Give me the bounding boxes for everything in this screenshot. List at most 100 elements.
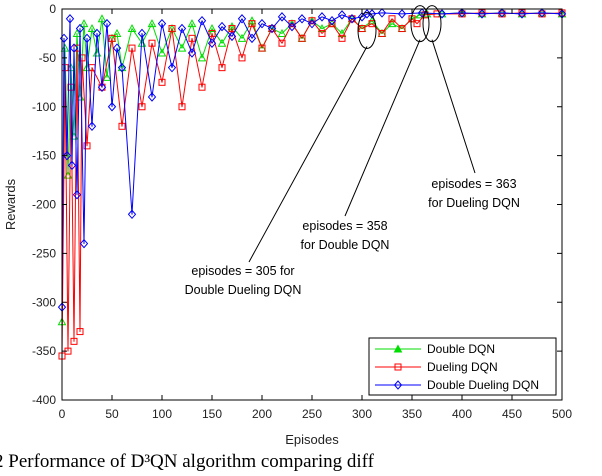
data-point-dueling-dqn: [298, 34, 306, 42]
data-point-double-dueling-dqn: [177, 23, 187, 34]
annotation-text: episodes = 363: [431, 177, 516, 191]
data-point-double-dqn: [60, 43, 70, 52]
series-line-double-dqn: [61, 12, 563, 322]
data-point-dueling-dqn: [188, 34, 196, 42]
data-point-double-dueling-dqn: [367, 9, 377, 19]
y-tick-label: -300: [32, 295, 56, 309]
data-point-double-dqn: [157, 48, 167, 57]
data-point-double-dueling-dqn: [397, 9, 407, 19]
data-point-double-dueling-dqn: [92, 28, 102, 39]
data-point-double-dueling-dqn: [197, 15, 207, 26]
data-point-double-dueling-dqn: [237, 14, 247, 24]
data-point-double-dueling-dqn: [457, 8, 467, 18]
data-point-double-dueling-dqn: [247, 33, 257, 44]
x-tick-label: 450: [502, 407, 522, 421]
annotation-arrow: [248, 46, 368, 263]
figure-caption: 2 Performance of D³QN algorithm comparin…: [0, 451, 374, 472]
data-point-double-dueling-dqn: [227, 31, 237, 42]
annotation-text: episodes = 358: [302, 219, 387, 233]
data-point-double-dueling-dqn: [377, 8, 387, 18]
data-point-double-dueling-dqn: [75, 23, 85, 34]
data-point-double-dueling-dqn: [287, 21, 297, 32]
x-tick-label: 350: [402, 407, 422, 421]
data-point-double-dueling-dqn: [307, 18, 317, 29]
data-point-double-dueling-dqn: [82, 33, 92, 44]
x-tick-label: 400: [452, 407, 472, 421]
data-point-dueling-dqn: [258, 44, 266, 52]
legend-marker-double-dqn: [393, 344, 403, 353]
data-point-dueling-dqn: [118, 122, 126, 130]
legend-label-dueling-dqn: Dueling DQN: [427, 360, 498, 374]
legend-label-double-dqn: Double DQN: [427, 342, 495, 356]
data-point-double-dueling-dqn: [112, 43, 122, 53]
data-point-dueling-dqn: [388, 15, 396, 23]
data-point-dueling-dqn: [218, 64, 226, 72]
y-tick-label: 0: [49, 2, 56, 16]
data-point-double-dqn: [317, 23, 327, 33]
data-point-dueling-dqn: [138, 103, 146, 111]
annotation-text: for Dueling DQN: [428, 196, 520, 210]
data-point-double-dueling-dqn: [267, 23, 277, 34]
y-tick-label: -250: [32, 246, 56, 260]
series-line-double-dueling-dqn: [61, 12, 563, 308]
legend-label-double-dueling-dqn: Double Dueling DQN: [427, 378, 539, 392]
data-point-double-dueling-dqn: [277, 12, 287, 22]
data-point-dueling-dqn: [76, 328, 84, 336]
data-point-double-dqn: [187, 19, 197, 28]
x-tick-label: 250: [302, 407, 322, 421]
data-point-double-dueling-dqn: [97, 82, 107, 92]
data-point-double-dqn: [127, 23, 137, 33]
data-point-dueling-dqn: [248, 20, 256, 28]
data-point-double-dqn: [112, 28, 122, 37]
data-point-double-dueling-dqn: [102, 18, 112, 29]
data-point-double-dueling-dqn: [337, 10, 347, 20]
data-point-double-dueling-dqn: [137, 28, 147, 39]
data-point-double-dqn: [217, 38, 227, 47]
y-axis-label: Rewards: [3, 178, 18, 230]
data-point-double-dueling-dqn: [69, 43, 79, 53]
data-point-double-dqn: [277, 28, 287, 37]
data-point-dueling-dqn: [198, 83, 206, 91]
data-point-double-dueling-dqn: [437, 9, 447, 19]
data-point-double-dueling-dqn: [327, 15, 337, 26]
data-point-double-dqn: [72, 28, 82, 37]
data-point-double-dueling-dqn: [517, 9, 527, 19]
chart: 0 50 100 150 200 250 300 350 400 450 500 0 -50 -100 -1…: [3, 2, 572, 447]
annotation-text: episodes = 305 for: [191, 264, 294, 278]
data-point-double-dqn: [102, 72, 112, 81]
data-point-double-dqn: [97, 14, 107, 23]
legend-marker-double-dueling-dqn: [393, 380, 403, 390]
data-point-double-dqn: [79, 19, 89, 28]
annotation-circle: [357, 12, 377, 50]
data-point-dueling-dqn: [238, 54, 246, 62]
y-tick-label: -150: [32, 149, 56, 163]
data-point-dueling-dqn: [158, 78, 166, 86]
data-point-double-dueling-dqn: [87, 121, 97, 132]
data-point-double-dueling-dqn: [477, 9, 487, 19]
annotation-arrow: [431, 39, 476, 174]
data-point-dueling-dqn: [398, 25, 406, 33]
data-point-dueling-dqn: [208, 29, 216, 37]
data-point-double-dueling-dqn: [72, 189, 82, 200]
data-point-double-dueling-dqn: [127, 209, 137, 220]
x-tick-label: 0: [59, 407, 66, 421]
data-point-double-dqn: [337, 28, 347, 37]
y-tick-label: -400: [32, 393, 56, 407]
data-point-double-dqn: [177, 43, 187, 52]
data-point-double-dqn: [207, 23, 217, 33]
data-point-dueling-dqn: [178, 103, 186, 111]
data-point-double-dueling-dqn: [497, 8, 507, 18]
data-point-dueling-dqn: [378, 29, 386, 37]
data-point-double-dueling-dqn: [62, 150, 72, 161]
data-point-dueling-dqn: [128, 44, 136, 52]
x-tick-label: 100: [152, 407, 172, 421]
data-point-dueling-dqn: [358, 25, 366, 33]
data-point-dueling-dqn: [338, 34, 346, 42]
x-tick-label: 200: [252, 407, 272, 421]
x-tick-label: 500: [552, 407, 572, 421]
data-point-double-dueling-dqn: [347, 14, 357, 24]
annotation-text: for Double DQN: [301, 238, 390, 252]
annotation-arrow: [344, 39, 421, 217]
x-tick-label: 300: [352, 407, 372, 421]
data-point-dueling-dqn: [278, 39, 286, 47]
